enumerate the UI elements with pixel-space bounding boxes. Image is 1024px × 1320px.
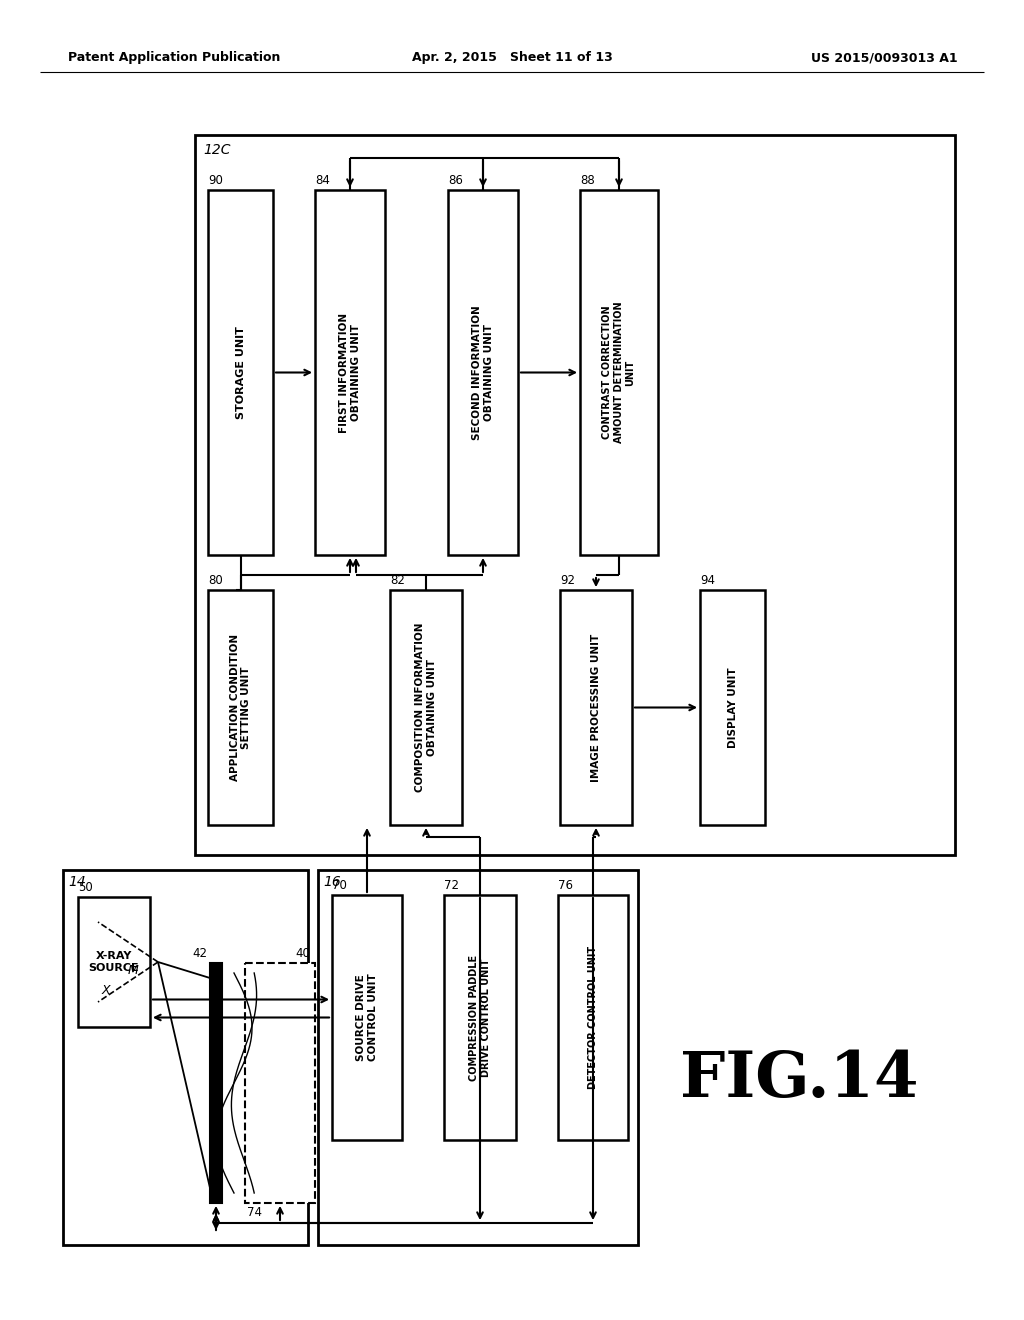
Bar	[245, 964, 315, 1203]
Text: 84: 84	[315, 174, 330, 187]
Bar	[318, 870, 638, 1245]
Text: CONTRAST CORRECTION
AMOUNT DETERMINATION
UNIT: CONTRAST CORRECTION AMOUNT DETERMINATION…	[602, 302, 636, 444]
Text: 80: 80	[208, 574, 223, 587]
Text: 12C: 12C	[203, 143, 230, 157]
Text: 42: 42	[193, 946, 207, 960]
Text: DETECTOR CONTROL UNIT: DETECTOR CONTROL UNIT	[588, 946, 598, 1089]
Text: 86: 86	[449, 174, 463, 187]
Text: 50: 50	[78, 880, 93, 894]
Text: Apr. 2, 2015   Sheet 11 of 13: Apr. 2, 2015 Sheet 11 of 13	[412, 51, 612, 65]
Text: SOURCE DRIVE
CONTROL UNIT: SOURCE DRIVE CONTROL UNIT	[356, 974, 378, 1061]
Text: SECOND INFORMATION
OBTAINING UNIT: SECOND INFORMATION OBTAINING UNIT	[472, 305, 494, 440]
Bar	[63, 870, 308, 1245]
Text: 94: 94	[700, 574, 715, 587]
Bar	[78, 898, 150, 1027]
Text: M: M	[128, 964, 138, 977]
Text: 14: 14	[68, 875, 86, 888]
Text: STORAGE UNIT: STORAGE UNIT	[236, 326, 246, 418]
Text: FIG.14: FIG.14	[680, 1049, 919, 1110]
Text: 92: 92	[560, 574, 575, 587]
Text: 16: 16	[323, 875, 341, 888]
Bar	[208, 190, 273, 554]
Bar	[580, 190, 658, 554]
Text: US 2015/0093013 A1: US 2015/0093013 A1	[811, 51, 958, 65]
Bar	[390, 590, 462, 825]
Text: 88: 88	[580, 174, 595, 187]
Bar	[195, 135, 955, 855]
Bar	[210, 964, 222, 1203]
Bar	[449, 190, 518, 554]
Bar	[208, 590, 273, 825]
Text: COMPOSITION INFORMATION
OBTAINING UNIT: COMPOSITION INFORMATION OBTAINING UNIT	[415, 623, 437, 792]
Bar	[560, 590, 632, 825]
Bar	[444, 895, 516, 1140]
Bar	[332, 895, 402, 1140]
Text: 74: 74	[247, 1206, 262, 1218]
Bar	[558, 895, 628, 1140]
Text: APPLICATION CONDITION
SETTING UNIT: APPLICATION CONDITION SETTING UNIT	[229, 634, 251, 781]
Text: DISPLAY UNIT: DISPLAY UNIT	[727, 667, 737, 748]
Text: 40: 40	[295, 946, 310, 960]
Text: COMPRESSION PADDLE
DRIVE CONTROL UNIT: COMPRESSION PADDLE DRIVE CONTROL UNIT	[469, 954, 490, 1081]
Text: Patent Application Publication: Patent Application Publication	[68, 51, 281, 65]
Bar	[315, 190, 385, 554]
Text: 90: 90	[208, 174, 223, 187]
Text: 82: 82	[390, 574, 404, 587]
Text: X-RAY
SOURCE: X-RAY SOURCE	[89, 952, 139, 973]
Text: IMAGE PROCESSING UNIT: IMAGE PROCESSING UNIT	[591, 634, 601, 781]
Text: 76: 76	[558, 879, 573, 892]
Text: 72: 72	[444, 879, 459, 892]
Text: 70: 70	[332, 879, 347, 892]
Text: X: X	[101, 983, 111, 997]
Bar	[700, 590, 765, 825]
Text: FIRST INFORMATION
OBTAINING UNIT: FIRST INFORMATION OBTAINING UNIT	[339, 313, 360, 433]
